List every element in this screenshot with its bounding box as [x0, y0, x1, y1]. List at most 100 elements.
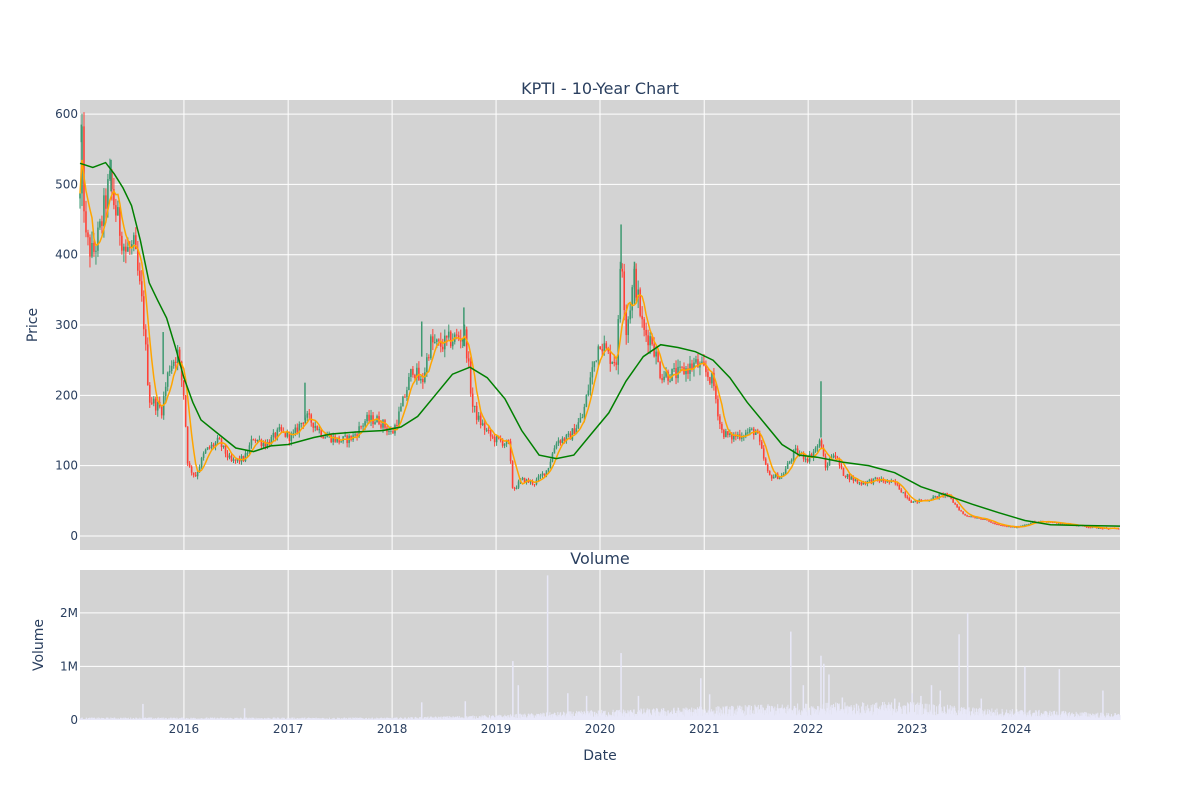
- candle-body: [984, 519, 986, 521]
- candle-body: [493, 436, 496, 443]
- candle-body: [471, 393, 474, 407]
- candle-body: [178, 349, 181, 362]
- candle-body: [420, 378, 422, 381]
- candle-body: [1012, 526, 1014, 528]
- candle-body: [699, 363, 701, 368]
- candle-body: [370, 415, 372, 421]
- candle-body: [717, 399, 719, 417]
- candle-body: [719, 416, 721, 425]
- candle-body: [725, 431, 727, 438]
- candle-body: [818, 440, 821, 446]
- candle-body: [585, 395, 588, 407]
- candle-body: [625, 310, 627, 336]
- candle-body: [260, 439, 263, 447]
- candle-body: [816, 445, 819, 448]
- candle-body: [278, 427, 281, 430]
- candle-body: [320, 429, 323, 437]
- candle-body: [254, 440, 257, 442]
- candle-body: [473, 405, 476, 407]
- candle-body: [649, 336, 651, 346]
- candle-body: [89, 237, 91, 257]
- candle-body: [137, 249, 139, 271]
- candle-body: [404, 396, 406, 398]
- candle-body: [230, 455, 233, 461]
- candle-body: [824, 456, 827, 468]
- candle-body: [760, 441, 763, 449]
- candle-body: [934, 496, 936, 498]
- candle-body: [635, 268, 637, 298]
- candle-body: [868, 479, 871, 481]
- candle-body: [543, 473, 546, 476]
- candle-body: [746, 432, 749, 434]
- candle-body: [982, 518, 984, 520]
- candle-body: [1085, 526, 1088, 528]
- candle-body: [998, 524, 1000, 526]
- candle-body: [762, 448, 765, 459]
- xtick-label: 2016: [169, 722, 200, 736]
- candle-body: [312, 422, 315, 428]
- candlestick-series: [79, 112, 1120, 530]
- candle-body: [396, 424, 398, 426]
- candle-body: [960, 510, 962, 512]
- candle-body: [593, 361, 596, 368]
- candle-body: [398, 411, 400, 426]
- candle-body: [788, 461, 791, 464]
- candle-body: [952, 498, 954, 503]
- candle-body: [150, 402, 153, 404]
- candle-body: [194, 474, 197, 477]
- candle-body: [629, 310, 631, 320]
- candle-body: [774, 473, 777, 477]
- candle-body: [95, 250, 97, 252]
- candle-body: [741, 436, 743, 439]
- candle-body: [846, 474, 849, 478]
- candle-body: [105, 195, 107, 209]
- candle-body: [932, 496, 934, 500]
- candle-body: [988, 520, 990, 522]
- candle-body: [896, 483, 899, 485]
- candle-body: [384, 420, 386, 428]
- candle-body: [248, 445, 251, 454]
- candle-body: [786, 463, 789, 469]
- date-axis-title: Date: [583, 748, 616, 764]
- candle-body: [212, 444, 215, 447]
- candle-body: [276, 429, 279, 439]
- candle-body: [553, 448, 556, 454]
- candle-body: [97, 227, 99, 251]
- candle-body: [1065, 523, 1068, 525]
- candle-body: [521, 477, 524, 480]
- candle-body: [681, 366, 683, 368]
- candle-body: [294, 427, 297, 433]
- candle-body: [144, 329, 147, 345]
- candle-body: [266, 441, 269, 448]
- candle-body: [406, 390, 408, 397]
- candle-body: [884, 481, 887, 483]
- candle-body: [643, 319, 645, 330]
- candle-body: [463, 329, 466, 340]
- candle-body: [262, 443, 265, 447]
- candle-body: [1059, 523, 1062, 525]
- candle-body: [469, 361, 472, 394]
- candle-body: [390, 430, 392, 432]
- candle-body: [354, 434, 356, 436]
- candle-body: [852, 476, 855, 481]
- candle-body: [216, 437, 219, 443]
- candle-body: [306, 413, 309, 418]
- candle-body: [533, 484, 536, 486]
- candle-body: [364, 421, 366, 426]
- candle-body: [190, 466, 193, 473]
- candle-body: [571, 428, 574, 440]
- candle-body: [754, 430, 757, 435]
- candle-body: [487, 429, 490, 431]
- volume-axis-title: Volume: [31, 619, 47, 671]
- candle-body: [671, 368, 673, 381]
- candle-body: [782, 474, 785, 476]
- candle-body: [99, 221, 101, 228]
- candle-body: [902, 492, 905, 494]
- candle-body: [432, 336, 434, 343]
- candle-body: [93, 242, 95, 252]
- candle-body: [1026, 524, 1028, 526]
- candle-body: [834, 455, 837, 458]
- candle-body: [844, 475, 847, 478]
- candle-body: [109, 170, 111, 180]
